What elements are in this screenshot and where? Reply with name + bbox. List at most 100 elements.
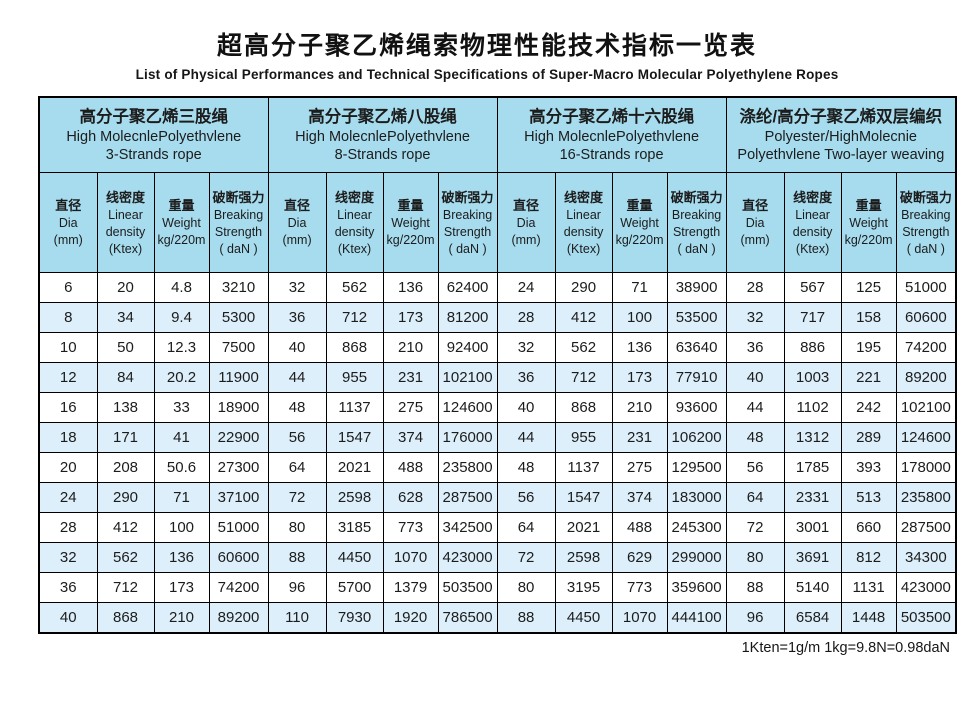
cell: 72 xyxy=(267,482,327,513)
cell: 89200 xyxy=(208,602,269,634)
column-header-line: Linear xyxy=(337,207,372,222)
cell: 8 xyxy=(38,302,98,333)
column-header-line: Breaking xyxy=(671,207,722,222)
cell: 12 xyxy=(38,362,98,393)
column-header-line: Strength xyxy=(672,224,721,239)
cell: 36 xyxy=(38,572,98,603)
column-header: 重量 Weight kg/220m xyxy=(382,172,439,273)
cell: 4450 xyxy=(554,602,613,634)
cell: 1379 xyxy=(382,572,439,603)
column-header-line: 破断强力 xyxy=(212,189,265,205)
column-header-line: Dia xyxy=(516,216,536,230)
cell: 136 xyxy=(153,542,210,573)
cell: 712 xyxy=(325,302,384,333)
cell: 106200 xyxy=(666,422,727,453)
cell: 5140 xyxy=(783,572,842,603)
column-header-line: ( daN ) xyxy=(677,241,716,256)
column-header-line: Breaking xyxy=(213,207,264,222)
cell: 5300 xyxy=(208,302,269,333)
cell: 77910 xyxy=(666,362,727,393)
cell: 20 xyxy=(96,272,155,303)
cell: 27300 xyxy=(208,452,269,483)
cell: 342500 xyxy=(437,512,498,543)
table-row: 6 20 4.8 3210 32 562 136 62400 24 290 71 38900 28 567… xyxy=(38,272,957,303)
table-header: 高分子聚乙烯三股绳 High MolecnlePolyethvlene 3-Stra… xyxy=(38,96,957,273)
group-header: 高分子聚乙烯八股绳 High MolecnlePolyethvlene 8-Stra… xyxy=(267,96,498,173)
column-header-line: (Ktex) xyxy=(337,241,372,256)
column-header-line: 破断强力 xyxy=(441,189,494,205)
cell: 74200 xyxy=(895,332,957,363)
cell: 359600 xyxy=(666,572,727,603)
cell: 210 xyxy=(153,602,210,634)
cell: 562 xyxy=(325,272,384,303)
cell: 1137 xyxy=(554,452,613,483)
cell: 242 xyxy=(840,392,897,423)
cell: 393 xyxy=(840,452,897,483)
cell: 84 xyxy=(96,362,155,393)
cell: 868 xyxy=(96,602,155,634)
cell: 41 xyxy=(153,422,210,453)
cell: 36 xyxy=(725,332,785,363)
cell: 3195 xyxy=(554,572,613,603)
cell: 210 xyxy=(382,332,439,363)
cell: 562 xyxy=(554,332,613,363)
column-header-line: 线密度 xyxy=(105,189,145,205)
cell: 33 xyxy=(153,392,210,423)
cell: 773 xyxy=(611,572,668,603)
cell: 96 xyxy=(267,572,327,603)
column-header-line: 重量 xyxy=(626,198,653,213)
cell: 72 xyxy=(725,512,785,543)
cell: 16 xyxy=(38,392,98,423)
group-header-line: High MolecnlePolyethvlene xyxy=(66,129,242,145)
cell: 24 xyxy=(38,482,98,513)
group-header-line: 高分子聚乙烯八股绳 xyxy=(308,108,457,126)
column-header: 直径 Dia (mm) xyxy=(267,172,327,273)
cell: 32 xyxy=(267,272,327,303)
column-header-line: kg/220m xyxy=(615,233,664,247)
cell: 7930 xyxy=(325,602,384,634)
cell: 80 xyxy=(725,542,785,573)
column-header-line: 直径 xyxy=(513,198,540,213)
cell: 100 xyxy=(611,302,668,333)
column-header-line: density xyxy=(334,224,375,239)
cell: 89200 xyxy=(895,362,957,393)
column-header: 破断强力 Breaking Strength ( daN ) xyxy=(437,172,498,273)
cell: 24 xyxy=(496,272,556,303)
cell: 110 xyxy=(267,602,327,634)
column-header-line: kg/220m xyxy=(157,233,206,247)
cell: 28 xyxy=(496,302,556,333)
column-header-line: Dia xyxy=(58,216,78,230)
cell: 6584 xyxy=(783,602,842,634)
column-header-line: 重量 xyxy=(855,198,882,213)
cell: 1448 xyxy=(840,602,897,634)
cell: 44 xyxy=(267,362,327,393)
page-title: 超高分子聚乙烯绳索物理性能技术指标一览表 xyxy=(216,32,757,60)
cell: 868 xyxy=(325,332,384,363)
column-header-line: Linear xyxy=(795,207,830,222)
cell: 444100 xyxy=(666,602,727,634)
cell: 1137 xyxy=(325,392,384,423)
column-header-line: Weight xyxy=(620,216,659,230)
cell: 129500 xyxy=(666,452,727,483)
column-header: 重量 Weight kg/220m xyxy=(840,172,897,273)
column-header-line: 重量 xyxy=(168,198,195,213)
cell: 80 xyxy=(496,572,556,603)
cell: 628 xyxy=(382,482,439,513)
column-header-line: ( daN ) xyxy=(219,241,258,256)
cell: 955 xyxy=(554,422,613,453)
cell: 138 xyxy=(96,392,155,423)
cell: 176000 xyxy=(437,422,498,453)
cell: 20.2 xyxy=(153,362,210,393)
cell: 92400 xyxy=(437,332,498,363)
cell: 28 xyxy=(38,512,98,543)
group-header-line: Polyethvlene Two-layer weaving xyxy=(737,147,945,163)
column-header-line: Dia xyxy=(745,216,765,230)
column-header-line: (Ktex) xyxy=(795,241,830,256)
cell: 423000 xyxy=(895,572,957,603)
column-header: 直径 Dia (mm) xyxy=(496,172,556,273)
cell: 773 xyxy=(382,512,439,543)
cell: 4450 xyxy=(325,542,384,573)
column-header-line: ( daN ) xyxy=(906,241,945,256)
cell: 275 xyxy=(611,452,668,483)
cell: 88 xyxy=(496,602,556,634)
